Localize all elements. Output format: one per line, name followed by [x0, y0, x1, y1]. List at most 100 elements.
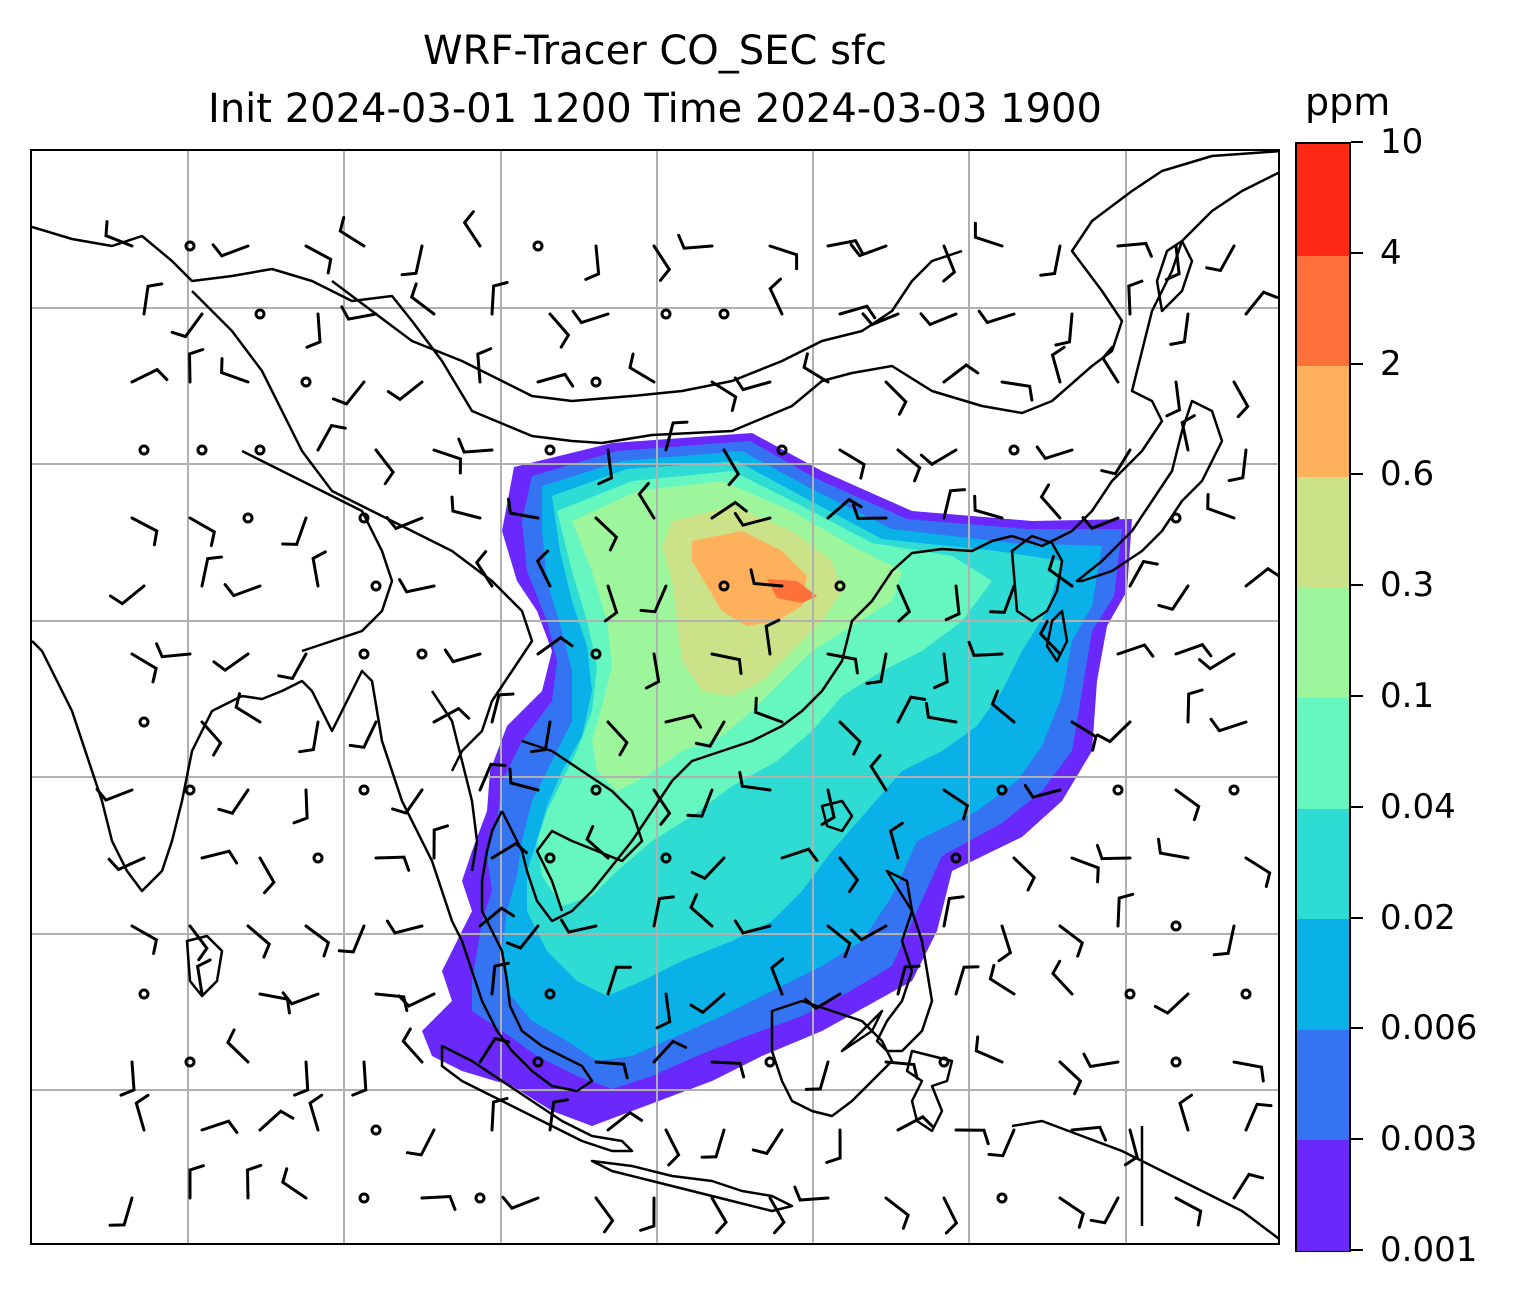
wind-barb: [1205, 244, 1236, 273]
wind-barb: [293, 1060, 310, 1097]
wind-barb: [1000, 380, 1034, 402]
map-title: WRF-Tracer CO_SEC sfc: [422, 28, 888, 74]
wind-barb: [1116, 643, 1155, 658]
calm-wind-marker: [138, 988, 150, 1000]
wind-barb: [304, 924, 331, 958]
calm-wind-marker: [1008, 444, 1020, 456]
wind-barb: [1012, 856, 1037, 892]
wind-barb: [308, 1093, 324, 1132]
wind-barb: [1198, 652, 1236, 671]
wind-barb: [200, 1119, 239, 1134]
wind-barb: [825, 1128, 842, 1164]
calm-wind-marker: [660, 308, 672, 320]
coastline-mongolia-border: [331, 249, 963, 403]
calm-wind-marker: [544, 852, 556, 864]
wind-barb: [989, 584, 1016, 614]
wind-barb: [505, 924, 540, 950]
calm-wind-marker: [1112, 784, 1124, 796]
wind-barb: [134, 1093, 150, 1132]
wind-barb: [896, 964, 921, 996]
wind-barb: [639, 1196, 656, 1232]
co-plume-contours: [422, 433, 1132, 1126]
wind-barb: [606, 965, 632, 996]
wind-barb: [1209, 717, 1248, 733]
calm-wind-marker: [254, 444, 266, 456]
wind-barb: [1178, 1093, 1193, 1132]
wind-barb: [385, 516, 424, 531]
colorbar-tick-label: 0.006: [1380, 1008, 1478, 1049]
wind-barb: [974, 1035, 1004, 1064]
wind-barb: [304, 244, 333, 275]
wind-barb: [639, 584, 668, 614]
wind-barb: [223, 583, 262, 598]
wind-barb: [1244, 290, 1278, 316]
wind-barb: [664, 420, 689, 452]
wind-barb: [838, 448, 866, 480]
wind-barb: [462, 210, 482, 248]
wind-barb: [1054, 312, 1074, 347]
wind-barb: [804, 1060, 830, 1091]
wind-barb: [585, 825, 610, 860]
wind-barb: [820, 788, 836, 826]
wind-barb: [130, 652, 158, 684]
calm-wind-marker: [358, 1192, 370, 1204]
calm-wind-marker: [358, 512, 370, 524]
wind-barb: [838, 856, 860, 894]
wind-barb: [1227, 448, 1248, 483]
wind-barb: [1096, 720, 1132, 744]
wind-barb: [211, 243, 250, 258]
wind-barb: [689, 992, 726, 1015]
wind-barb: [664, 713, 703, 729]
wind-barb: [861, 312, 900, 327]
calm-wind-marker: [1170, 512, 1182, 524]
colorbar-tick: [1351, 584, 1363, 587]
wind-barb: [710, 1060, 746, 1079]
calm-wind-marker: [358, 648, 370, 660]
wind-barb: [409, 282, 436, 316]
calm-wind-marker: [1228, 784, 1240, 796]
colorbar-tick-label: 0.04: [1380, 786, 1456, 827]
wind-barb: [888, 821, 904, 860]
wind-barb: [212, 652, 250, 673]
wind-barb: [490, 281, 509, 316]
colorbar-band: [1297, 1028, 1349, 1141]
wind-barb: [530, 720, 552, 754]
wind-barb: [1244, 1102, 1273, 1132]
wind-barb: [420, 1194, 457, 1211]
wind-barb: [942, 363, 980, 384]
calm-wind-marker: [718, 308, 730, 320]
wind-barb: [803, 992, 842, 1011]
wind-barb: [1050, 345, 1066, 384]
wind-barb: [655, 992, 672, 1030]
colorbar-unit: ppm: [1305, 80, 1391, 124]
colorbar-tick-label: 2: [1380, 343, 1402, 384]
colorbar-tick-label: 0.3: [1380, 565, 1435, 606]
wind-barb: [849, 243, 888, 258]
wind-barb: [1081, 516, 1120, 531]
wind-barb: [374, 992, 409, 1013]
wind-barb: [780, 847, 819, 862]
wind-barb: [130, 924, 159, 955]
wind-barb: [826, 239, 864, 255]
wind-barb: [217, 788, 250, 815]
wind-barb: [474, 550, 494, 588]
calm-wind-marker: [242, 512, 254, 524]
wind-barb: [107, 856, 146, 872]
wind-barb: [597, 448, 614, 486]
colorbar-tick-label: 0.003: [1380, 1119, 1478, 1160]
calm-wind-marker: [660, 852, 672, 864]
calm-wind-marker: [590, 784, 602, 796]
wind-barb: [1165, 380, 1182, 418]
wind-barb: [1127, 279, 1144, 316]
wind-barb: [245, 1163, 263, 1200]
calm-wind-marker: [184, 240, 196, 252]
wind-barb: [490, 1096, 509, 1132]
wind-barb: [768, 1196, 786, 1235]
wind-barb: [896, 695, 927, 724]
wind-barb: [764, 618, 781, 656]
colorbar-tick-label: 10: [1380, 122, 1424, 162]
coastline-mainland: [32, 151, 1278, 445]
wind-barb: [838, 720, 862, 756]
wind-barb: [130, 516, 159, 547]
border-himalaya: [241, 449, 394, 653]
